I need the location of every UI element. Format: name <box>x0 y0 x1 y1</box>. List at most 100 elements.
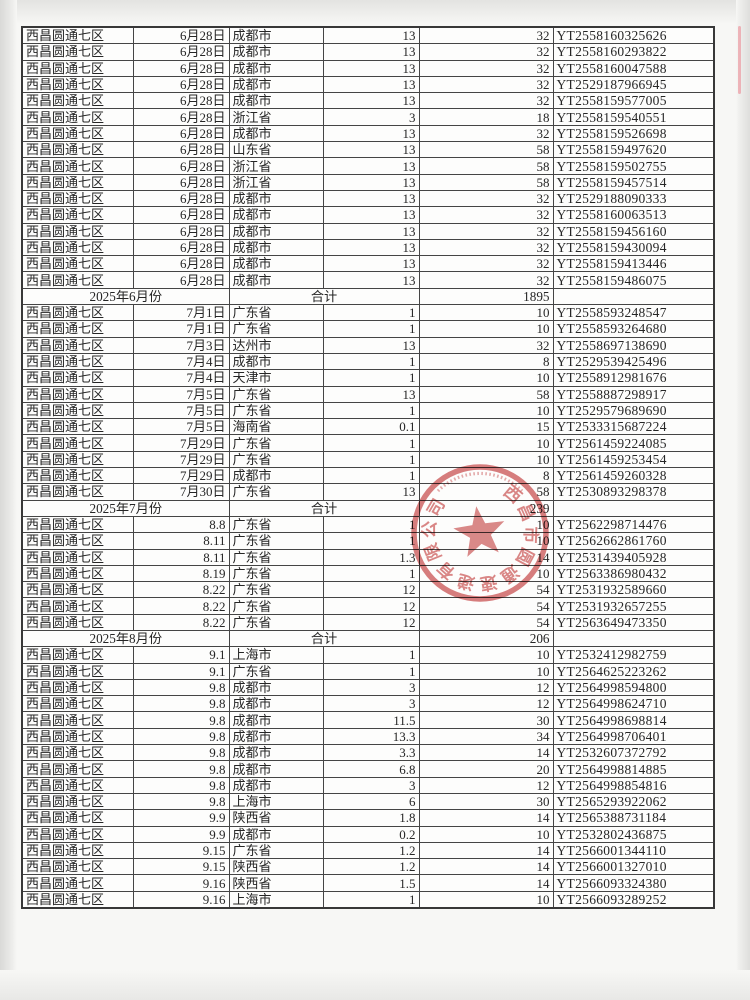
cell-destination: 成都市 <box>228 711 324 729</box>
cell-date: 7月5日 <box>132 385 230 403</box>
cell-date: 9.8 <box>132 760 230 778</box>
table-row: 西昌圆通七区 7月1日 广东省 1 10 YT2558593264680 <box>21 320 715 338</box>
cell-site: 西昌圆通七区 <box>21 597 134 615</box>
cell-tracking-number: YT2532607372792 <box>552 744 715 762</box>
table-row: 西昌圆通七区 6月28日 山东省 13 58 YT2558159497620 <box>21 141 715 159</box>
cell-destination: 天津市 <box>228 369 324 387</box>
cell-total-label: 合计 <box>228 499 420 517</box>
cell-site: 西昌圆通七区 <box>21 59 134 77</box>
cell-weight: 3 <box>322 678 420 697</box>
cell-tracking-number: YT2532802436875 <box>552 825 715 843</box>
cell-destination: 成都市 <box>228 43 324 61</box>
cell-date: 9.8 <box>132 776 230 794</box>
cell-site: 西昌圆通七区 <box>21 401 134 420</box>
cell-tracking-number: YT2566001327010 <box>552 858 715 876</box>
cell-weight: 11.5 <box>322 711 420 729</box>
cell-tracking-number: YT2564998854816 <box>552 776 715 794</box>
cell-destination: 广东省 <box>228 304 324 322</box>
summary-row: 2025年8月份 合计 206 <box>21 629 715 648</box>
cell-destination: 浙江省 <box>228 173 324 191</box>
scan-edge-right <box>736 0 750 1000</box>
cell-destination: 达州市 <box>228 336 324 354</box>
cell-destination: 陕西省 <box>228 874 324 892</box>
table-row: 西昌圆通七区 6月28日 成都市 13 32 YT2558159413446 <box>21 255 715 273</box>
table-row: 西昌圆通七区 6月28日 成都市 13 32 YT2558159577005 <box>21 92 715 110</box>
cell-date: 6月28日 <box>132 75 230 94</box>
cell-destination: 成都市 <box>228 189 324 208</box>
cell-amount: 32 <box>418 222 554 240</box>
cell-month-label: 2025年8月份 <box>21 629 230 648</box>
cell-tracking-number: YT2565293922062 <box>552 792 715 811</box>
cell-weight: 1.3 <box>322 548 420 566</box>
cell-total-value: 206 <box>418 629 554 648</box>
cell-weight: 1 <box>322 320 420 338</box>
cell-weight: 12 <box>322 581 420 599</box>
cell-amount: 58 <box>418 141 554 159</box>
cell-amount: 30 <box>418 792 554 811</box>
cell-destination: 广东省 <box>228 597 324 615</box>
cell-weight: 1.2 <box>322 841 420 860</box>
cell-amount: 10 <box>418 450 554 469</box>
table-row: 西昌圆通七区 6月28日 浙江省 3 18 YT2558159540551 <box>21 108 715 126</box>
table-row: 西昌圆通七区 9.8 成都市 3 12 YT2564998854816 <box>21 776 715 794</box>
cell-date: 7月5日 <box>132 401 230 420</box>
cell-date: 8.22 <box>132 613 230 631</box>
table-row: 西昌圆通七区 8.11 广东省 1.3 14 YT2531439405928 <box>21 548 715 566</box>
cell-site: 西昌圆通七区 <box>21 825 134 843</box>
cell-weight: 1.2 <box>322 858 420 876</box>
cell-amount: 32 <box>418 43 554 61</box>
cell-month-label: 2025年6月份 <box>21 287 230 306</box>
table-row: 西昌圆通七区 8.11 广东省 1 10 YT2562662861760 <box>21 532 715 550</box>
cell-amount: 12 <box>418 695 554 713</box>
cell-date: 9.8 <box>132 727 230 746</box>
table-row: 西昌圆通七区 8.19 广东省 1 10 YT2563386980432 <box>21 564 715 583</box>
cell-tracking-number: YT2562298714476 <box>552 515 715 534</box>
cell-tracking-number: YT2529539425496 <box>552 352 715 371</box>
cell-weight: 1 <box>322 646 420 664</box>
cell-site: 西昌圆通七区 <box>21 515 134 534</box>
cell-weight: 1 <box>322 515 420 534</box>
cell-weight: 12 <box>322 597 420 615</box>
cell-date: 9.9 <box>132 809 230 827</box>
cell-date: 6月28日 <box>132 206 230 224</box>
cell-tracking-number: YT2566001344110 <box>552 841 715 860</box>
cell-date: 9.15 <box>132 841 230 860</box>
cell-date: 7月29日 <box>132 467 230 485</box>
table-row: 西昌圆通七区 9.8 上海市 6 30 YT2565293922062 <box>21 792 715 811</box>
cell-weight: 13 <box>322 26 420 45</box>
cell-weight: 13 <box>322 222 420 240</box>
cell-site: 西昌圆通七区 <box>21 352 134 371</box>
cell-weight: 6.8 <box>322 760 420 778</box>
cell-total-value: 239 <box>418 499 554 517</box>
cell-tracking-number: YT2529187966945 <box>552 75 715 94</box>
cell-weight: 13 <box>322 157 420 175</box>
cell-date: 9.8 <box>132 792 230 811</box>
scan-edge-left <box>0 0 17 1000</box>
cell-tracking-number: YT2529188090333 <box>552 189 715 208</box>
cell-weight: 1.8 <box>322 809 420 827</box>
cell-site: 西昌圆通七区 <box>21 336 134 354</box>
cell-date: 9.1 <box>132 646 230 664</box>
table-row: 西昌圆通七区 9.8 成都市 3.3 14 YT2532607372792 <box>21 744 715 762</box>
cell-amount: 32 <box>418 75 554 94</box>
cell-destination: 成都市 <box>228 352 324 371</box>
cell-weight: 3 <box>322 108 420 126</box>
cell-site: 西昌圆通七区 <box>21 304 134 322</box>
cell-amount: 32 <box>418 124 554 143</box>
table-row: 西昌圆通七区 9.8 成都市 3 12 YT2564998624710 <box>21 695 715 713</box>
cell-empty <box>552 499 715 517</box>
cell-date: 6月28日 <box>132 59 230 77</box>
cell-amount: 54 <box>418 581 554 599</box>
cell-date: 9.8 <box>132 744 230 762</box>
cell-empty <box>552 287 715 306</box>
cell-site: 西昌圆通七区 <box>21 75 134 94</box>
cell-weight: 0.2 <box>322 825 420 843</box>
cell-destination: 广东省 <box>228 581 324 599</box>
summary-row: 2025年6月份 合计 1895 <box>21 287 715 306</box>
cell-amount: 8 <box>418 467 554 485</box>
cell-site: 西昌圆通七区 <box>21 108 134 126</box>
cell-weight: 13.3 <box>322 727 420 746</box>
cell-site: 西昌圆通七区 <box>21 548 134 566</box>
cell-tracking-number: YT2531932657255 <box>552 597 715 615</box>
table-row: 西昌圆通七区 9.8 成都市 11.5 30 YT2564998698814 <box>21 711 715 729</box>
